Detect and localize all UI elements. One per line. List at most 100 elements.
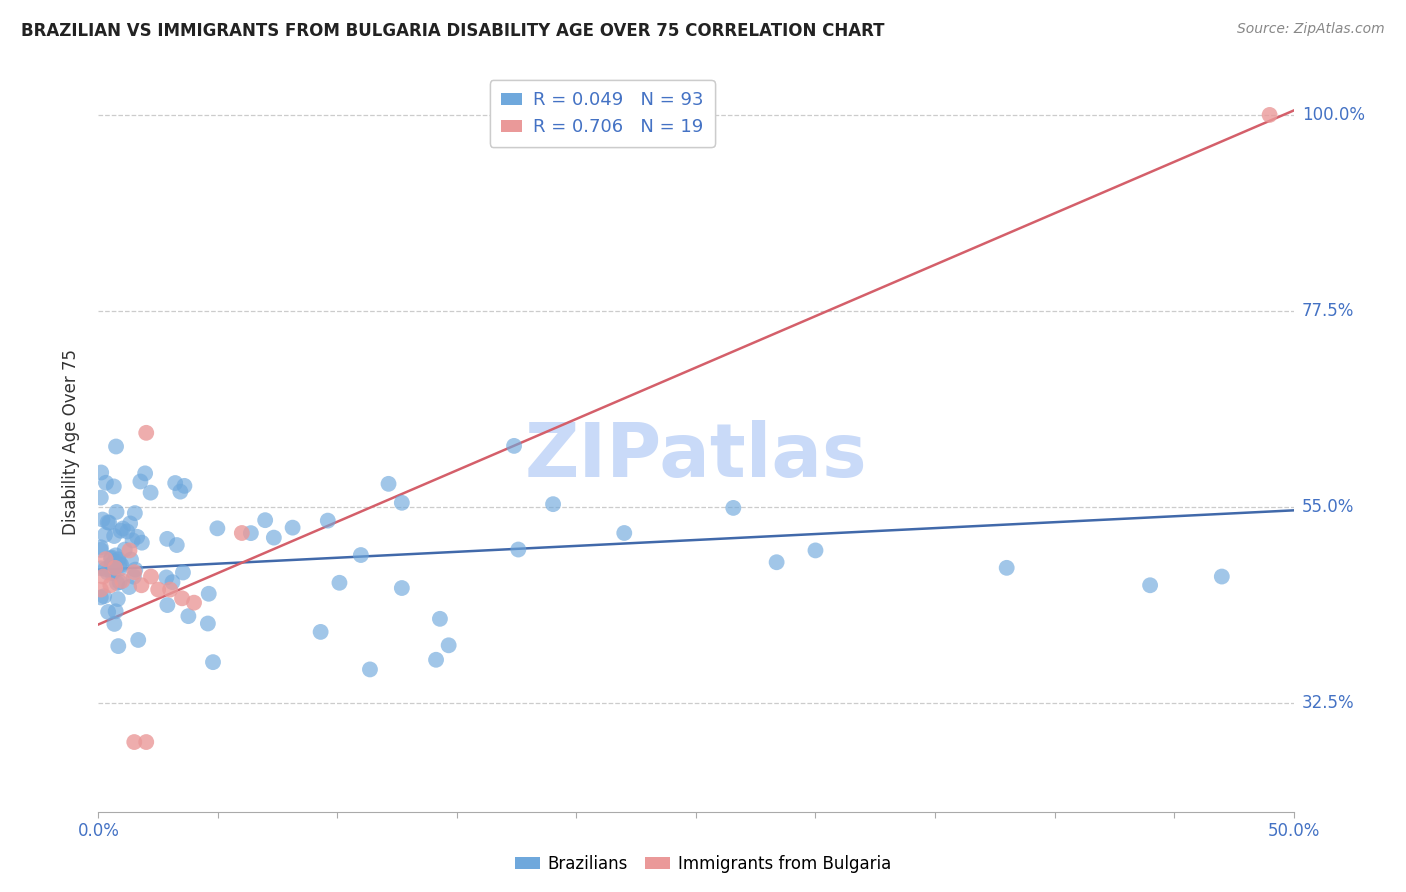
Point (309, 624, 332, 639)
Point (134, 467, 156, 481)
Point (110, 524, 132, 538)
Point (437, 638, 460, 652)
Point (100, 551, 122, 566)
Text: Source: ZipAtlas.com: Source: ZipAtlas.com (1237, 22, 1385, 37)
Point (129, 475, 152, 489)
Point (118, 580, 141, 594)
Point (231, 526, 253, 541)
Point (169, 484, 191, 499)
Point (135, 425, 157, 440)
Point (804, 543, 827, 558)
Point (103, 564, 125, 578)
Point (124, 565, 146, 579)
Point (1258, 108, 1281, 122)
Point (100, 562, 122, 576)
Point (104, 604, 127, 618)
Point (156, 598, 179, 612)
Point (1211, 569, 1233, 583)
Point (359, 662, 381, 676)
Point (139, 485, 162, 500)
Point (131, 535, 153, 549)
Point (94, 552, 117, 566)
Point (316, 514, 339, 528)
Point (97, 605, 120, 619)
Point (107, 639, 129, 653)
Point (98, 578, 122, 592)
Point (263, 531, 285, 545)
Point (117, 524, 139, 539)
Legend: R = 0.049   N = 93, R = 0.706   N = 19: R = 0.049 N = 93, R = 0.706 N = 19 (489, 80, 714, 147)
Point (90, 541, 112, 555)
Point (91, 512, 114, 526)
Point (90, 591, 112, 605)
Point (350, 548, 373, 562)
Point (377, 476, 399, 491)
Point (723, 500, 745, 515)
Point (281, 521, 304, 535)
Point (120, 516, 142, 531)
Point (162, 575, 184, 590)
Point (111, 574, 134, 588)
Point (197, 616, 219, 631)
Point (122, 570, 145, 584)
Point (765, 555, 787, 569)
Point (91, 569, 114, 583)
Point (98, 516, 121, 530)
Point (127, 530, 149, 544)
Point (503, 439, 526, 453)
Point (105, 505, 128, 519)
Point (90, 491, 112, 505)
Point (124, 735, 146, 749)
Point (173, 479, 195, 493)
Point (613, 526, 636, 541)
Point (111, 521, 134, 535)
Y-axis label: Disability Age Over 75: Disability Age Over 75 (62, 349, 80, 534)
Point (135, 735, 157, 749)
Point (103, 616, 125, 631)
Point (172, 566, 194, 580)
Point (124, 563, 146, 577)
Point (156, 532, 179, 546)
Point (110, 558, 132, 572)
Point (177, 609, 200, 624)
Text: BRAZILIAN VS IMMIGRANTS FROM BULGARIA DISABILITY AGE OVER 75 CORRELATION CHART: BRAZILIAN VS IMMIGRANTS FROM BULGARIA DI… (21, 22, 884, 40)
Point (90, 466, 112, 480)
Point (391, 496, 413, 510)
Point (104, 549, 127, 563)
Point (508, 542, 530, 557)
Point (97, 516, 120, 530)
Point (121, 533, 143, 548)
Point (101, 557, 124, 571)
Point (114, 542, 136, 557)
Point (93, 589, 115, 603)
Point (94, 528, 117, 542)
Point (159, 582, 181, 597)
Point (183, 596, 205, 610)
Point (148, 582, 170, 597)
Point (197, 587, 219, 601)
Point (124, 506, 146, 520)
Point (239, 526, 262, 541)
Point (108, 557, 131, 571)
Point (1139, 578, 1161, 592)
Point (201, 655, 224, 669)
Point (94, 562, 117, 576)
Point (120, 552, 142, 566)
Point (391, 581, 413, 595)
Text: 32.5%: 32.5% (1302, 694, 1354, 712)
Point (429, 612, 451, 626)
Point (96, 566, 118, 580)
Point (165, 476, 187, 491)
Point (118, 543, 141, 558)
Point (172, 591, 194, 606)
Point (131, 578, 153, 592)
Point (105, 440, 128, 454)
Point (103, 529, 125, 543)
Point (166, 538, 188, 552)
Text: 55.0%: 55.0% (1302, 498, 1354, 516)
Point (155, 570, 177, 584)
Point (94, 475, 117, 490)
Point (105, 576, 128, 591)
Point (90, 582, 112, 597)
Point (101, 566, 124, 581)
